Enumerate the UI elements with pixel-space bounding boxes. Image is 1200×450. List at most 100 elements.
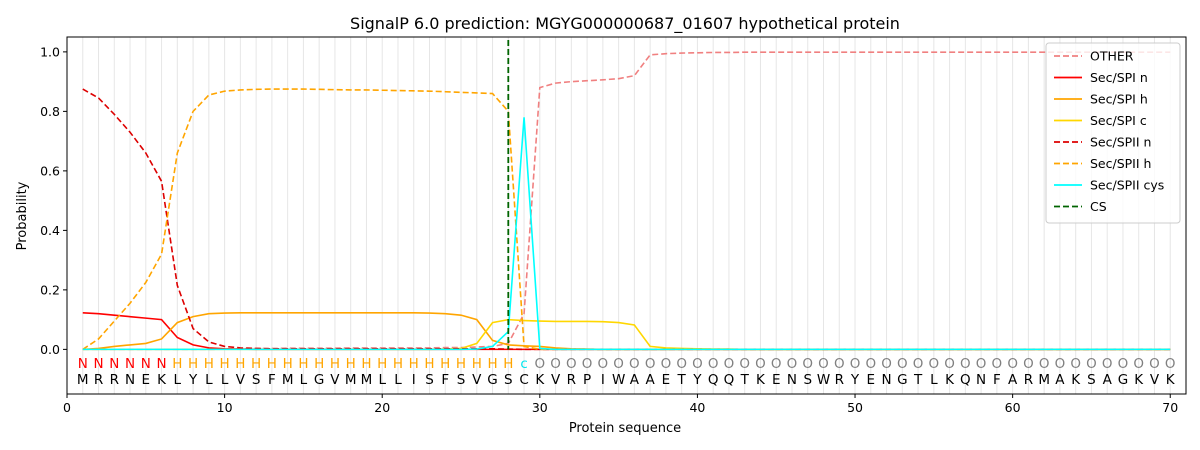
residue-letter: V <box>1150 372 1160 388</box>
region-label: O <box>613 356 624 372</box>
region-label: O <box>787 356 798 372</box>
residue-letter: K <box>1134 372 1144 388</box>
residue-letter: R <box>835 372 844 388</box>
region-label: H <box>267 356 277 372</box>
region-label: H <box>487 356 497 372</box>
region-label: O <box>1070 356 1081 372</box>
residue-letter: F <box>993 372 1001 388</box>
region-label: O <box>1165 356 1176 372</box>
region-label: O <box>1149 356 1160 372</box>
region-label: O <box>897 356 908 372</box>
residue-letter: Q <box>960 372 971 388</box>
legend-label: Sec/SPI n <box>1090 70 1148 85</box>
region-label: O <box>598 356 609 372</box>
region-label: O <box>834 356 845 372</box>
residue-letter: R <box>567 372 576 388</box>
residue-letter: M <box>361 372 373 388</box>
legend-label: Sec/SPI h <box>1090 92 1148 107</box>
residue-letter: L <box>930 372 938 388</box>
legend-label: Sec/SPI c <box>1090 113 1147 128</box>
residue-letter: V <box>472 372 482 388</box>
region-label: O <box>929 356 940 372</box>
axes: 0 10 20 30 40 50 60 70 0.0 0.2 0.4 0.6 0.8 1.0 <box>40 44 1178 415</box>
residue-letter: Q <box>724 372 735 388</box>
residue-letter: W <box>612 372 625 388</box>
region-label: O <box>676 356 687 372</box>
x-tick-label: 40 <box>689 400 705 415</box>
residue-letter: E <box>772 372 781 388</box>
residue-letter: P <box>583 372 591 388</box>
residue-letter: S <box>457 372 466 388</box>
region-label: H <box>283 356 293 372</box>
region-label: H <box>172 356 182 372</box>
residue-letter: L <box>174 372 182 388</box>
region-label: H <box>188 356 198 372</box>
region-label: O <box>566 356 577 372</box>
residue-letter: G <box>314 372 324 388</box>
x-tick-label: 0 <box>63 400 71 415</box>
region-label: H <box>235 356 245 372</box>
region-label: O <box>692 356 703 372</box>
residue-letter: L <box>221 372 229 388</box>
y-tick-label: 0.0 <box>40 342 60 357</box>
residue-letter: N <box>881 372 891 388</box>
region-label: c <box>520 356 527 372</box>
residue-letter: I <box>412 372 416 388</box>
region-label: N <box>125 356 135 372</box>
y-tick-label: 1.0 <box>40 44 60 59</box>
residue-letter: Y <box>850 372 860 388</box>
region-label: O <box>865 356 876 372</box>
residue-letter: T <box>913 372 923 388</box>
residue-letter: E <box>867 372 876 388</box>
region-label: H <box>204 356 214 372</box>
residue-letter: V <box>551 372 561 388</box>
residue-letter: T <box>677 372 687 388</box>
plot-frame <box>66 36 1187 395</box>
residue-letter: M <box>282 372 294 388</box>
legend-label: OTHER <box>1090 49 1134 64</box>
region-label: H <box>251 356 261 372</box>
region-label: O <box>1086 356 1097 372</box>
legend-label: CS <box>1090 199 1107 214</box>
x-tick-label: 70 <box>1162 400 1178 415</box>
residue-letter: S <box>1087 372 1096 388</box>
region-label: N <box>141 356 151 372</box>
region-label: N <box>157 356 167 372</box>
legend: OTHER Sec/SPI n Sec/SPI h Sec/SPI c Sec/SPII… <box>1045 42 1181 224</box>
x-axis-label: Protein sequence <box>569 421 681 436</box>
residue-letter: K <box>756 372 766 388</box>
legend-box <box>1045 42 1181 224</box>
residue-letter: A <box>630 372 640 388</box>
residue-letter: T <box>740 372 750 388</box>
series-line <box>82 51 1171 351</box>
region-label: H <box>361 356 371 372</box>
region-label: O <box>850 356 861 372</box>
region-label: H <box>456 356 466 372</box>
residue-letter: S <box>425 372 434 388</box>
series-layer <box>82 39 1171 351</box>
region-label: N <box>78 356 88 372</box>
x-tick-label: 50 <box>847 400 863 415</box>
y-tick-label: 0.8 <box>40 104 60 119</box>
residue-letter: E <box>142 372 151 388</box>
region-label: H <box>220 356 230 372</box>
region-label: O <box>1039 356 1050 372</box>
residue-letter: R <box>1024 372 1033 388</box>
region-label: H <box>298 356 308 372</box>
y-tick-label: 0.2 <box>40 282 60 297</box>
chart-title: SignalP 6.0 prediction: MGYG000000687_01… <box>350 14 900 34</box>
residue-letter: Q <box>708 372 719 388</box>
residue-letter: K <box>1166 372 1176 388</box>
residue-letter: G <box>487 372 497 388</box>
region-label: O <box>1133 356 1144 372</box>
residue-letter: L <box>378 372 386 388</box>
residue-letter: R <box>110 372 119 388</box>
region-label: O <box>992 356 1003 372</box>
residue-letter: V <box>330 372 340 388</box>
region-label: N <box>93 356 103 372</box>
residue-letter: F <box>441 372 449 388</box>
residue-letter: K <box>945 372 955 388</box>
region-label: O <box>739 356 750 372</box>
